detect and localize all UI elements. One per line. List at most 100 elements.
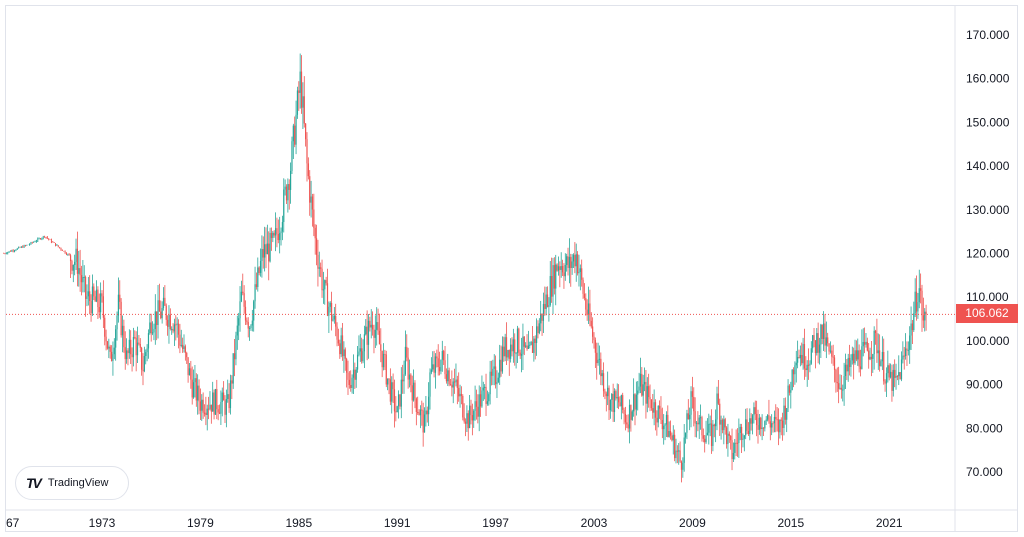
candle-body (639, 373, 642, 387)
candle-body (765, 419, 767, 421)
candle-body (436, 356, 438, 359)
candle-body (869, 356, 871, 360)
candle-body (212, 392, 214, 412)
candle-body (844, 364, 847, 376)
time-tick-label: 1985 (285, 516, 312, 530)
candle-body (668, 430, 670, 437)
candle-body (173, 324, 176, 332)
candle-body (177, 323, 180, 335)
candle-body (169, 314, 171, 329)
candle-body (872, 354, 874, 359)
candle-body (310, 196, 312, 203)
candle-body (314, 227, 316, 239)
candle-body (160, 311, 162, 319)
candle-body (128, 339, 130, 354)
candle-body (98, 306, 100, 313)
candle-body (203, 412, 206, 414)
candle-body (671, 435, 673, 441)
candle-body (484, 386, 486, 388)
candle-body (542, 303, 545, 321)
candle-body (209, 404, 211, 409)
candle-body (648, 386, 650, 398)
candle-body (518, 328, 520, 353)
candle-body (859, 366, 862, 369)
candle-body (551, 276, 553, 297)
candle-body (848, 357, 851, 368)
candle-body (536, 326, 538, 344)
candle-body (402, 379, 404, 382)
candle-body (683, 437, 685, 463)
candle-body (359, 348, 361, 352)
candle-body (835, 369, 837, 383)
candle-body (265, 244, 267, 255)
time-tick-label: 67 (6, 516, 20, 530)
candle-body (739, 426, 741, 433)
candle-body (414, 382, 416, 399)
candle-body (167, 319, 169, 327)
candle-body (147, 333, 150, 349)
candle-body (843, 375, 845, 390)
candle-body (553, 265, 555, 289)
candle-body (712, 424, 714, 446)
candle-body (162, 297, 165, 308)
candle-body (377, 322, 379, 331)
candle-body (382, 353, 385, 368)
time-tick-label: 2021 (876, 516, 903, 530)
candle-body (857, 350, 859, 360)
tradingview-logo[interactable]: TV TradingView (15, 466, 129, 500)
candle-body (116, 315, 118, 330)
candle-body (388, 378, 390, 380)
candle-body (429, 372, 431, 397)
candle-body (864, 342, 866, 345)
candle-body (619, 402, 621, 407)
candle-body (810, 348, 812, 364)
candle-body (921, 290, 923, 316)
candle-body (667, 414, 669, 437)
candle-body (283, 189, 285, 223)
time-axis[interactable]: 67 1973 1979 1985 1991 1997 2003 2009 2015 2021 (6, 516, 903, 530)
candle-body (303, 96, 305, 124)
candle-body (268, 243, 270, 262)
candle-body (924, 311, 926, 321)
candle-body (255, 284, 258, 287)
candle-body (440, 359, 442, 372)
candle-body (101, 293, 103, 297)
candle-body (570, 256, 572, 268)
candle-body (467, 413, 469, 429)
candle-body (100, 293, 102, 313)
candle-body (771, 423, 773, 428)
candle-body (652, 408, 654, 413)
candle-body (695, 422, 698, 424)
candle-body (324, 280, 326, 290)
candle-body (876, 333, 878, 354)
candle-body (861, 346, 863, 369)
price-axis[interactable]: 170.000 160.000 150.000 140.000 130.000 120.0… (966, 28, 1010, 479)
candle-body (238, 318, 240, 326)
candle-body (141, 347, 143, 370)
candle-body (127, 350, 129, 354)
candle-body (399, 394, 401, 407)
time-tick-label: 2015 (777, 516, 804, 530)
candle-body (557, 266, 560, 271)
candle-body (568, 256, 570, 268)
candle-body (452, 381, 454, 388)
candle-body (749, 418, 751, 435)
candle-body (76, 248, 78, 274)
candle-body (761, 427, 763, 430)
candle-body (231, 380, 233, 384)
candle-body (121, 325, 124, 336)
candle-body (801, 354, 803, 364)
candle-body (824, 323, 826, 346)
candle-body (567, 256, 569, 268)
tradingview-logo-text: TradingView (47, 477, 109, 489)
candle-body (745, 419, 747, 436)
candle-body (782, 420, 784, 428)
candle-body (797, 356, 799, 363)
candle-body (299, 71, 301, 93)
candle-body (582, 279, 584, 294)
candle-body (351, 377, 353, 389)
price-tick-label: 100.000 (966, 334, 1010, 348)
candle-body (680, 461, 683, 470)
candle-body (522, 336, 524, 355)
